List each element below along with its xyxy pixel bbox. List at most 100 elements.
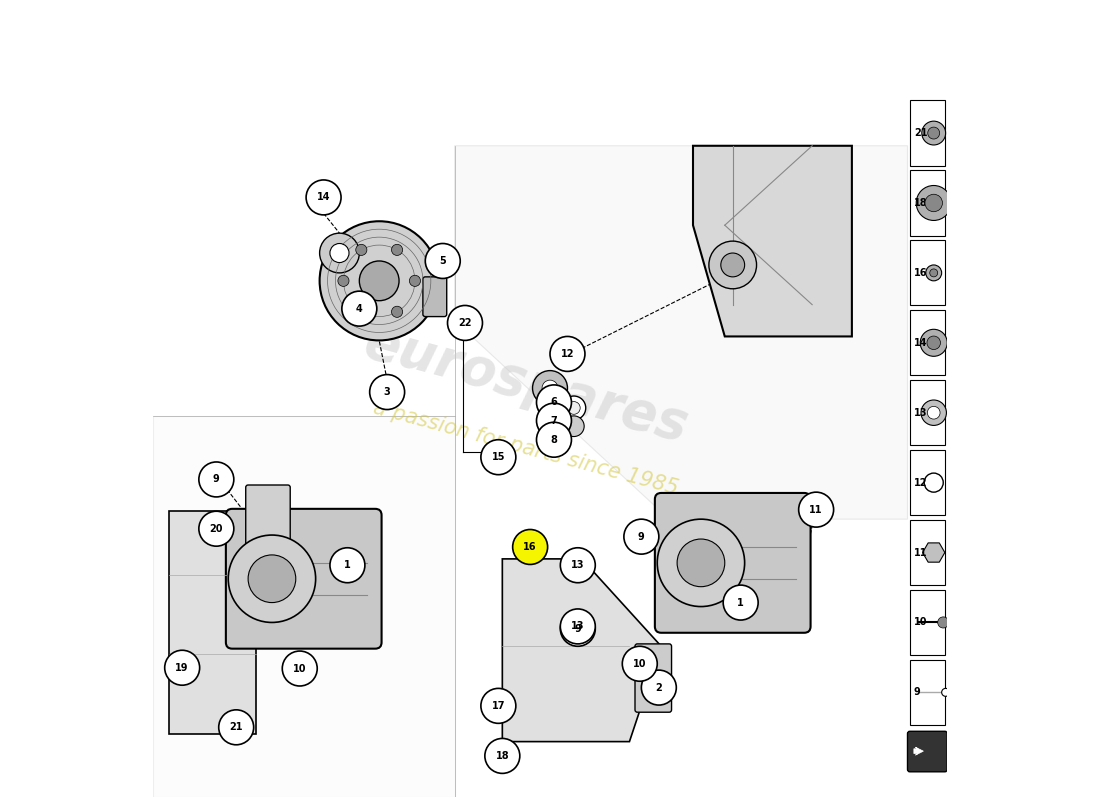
Text: 12: 12 — [561, 349, 574, 359]
Text: 13: 13 — [571, 622, 584, 631]
Text: 19: 19 — [175, 662, 189, 673]
Circle shape — [342, 291, 377, 326]
Text: 1: 1 — [344, 560, 351, 570]
Text: 8: 8 — [550, 434, 558, 445]
Circle shape — [448, 306, 483, 341]
Text: 11: 11 — [914, 547, 927, 558]
Circle shape — [942, 688, 949, 696]
Circle shape — [219, 710, 254, 745]
FancyBboxPatch shape — [908, 731, 947, 772]
Circle shape — [560, 548, 595, 582]
Circle shape — [426, 243, 460, 278]
Circle shape — [624, 519, 659, 554]
Text: eurospares: eurospares — [359, 316, 694, 452]
Circle shape — [562, 396, 586, 420]
Text: 5: 5 — [439, 256, 447, 266]
Circle shape — [563, 416, 584, 437]
Bar — [910, 170, 945, 235]
Circle shape — [641, 670, 676, 705]
Circle shape — [481, 440, 516, 474]
Circle shape — [708, 241, 757, 289]
Bar — [910, 450, 945, 515]
Circle shape — [927, 406, 940, 419]
Text: 13: 13 — [914, 408, 927, 418]
Circle shape — [568, 402, 580, 414]
Circle shape — [537, 385, 572, 420]
Circle shape — [924, 473, 944, 492]
Text: 9: 9 — [914, 687, 921, 698]
Circle shape — [249, 555, 296, 602]
Circle shape — [199, 511, 234, 546]
Circle shape — [537, 403, 572, 438]
Text: 18: 18 — [495, 751, 509, 761]
Text: 18: 18 — [914, 198, 927, 208]
Circle shape — [330, 548, 365, 582]
Bar — [910, 380, 945, 446]
Text: 16: 16 — [914, 268, 927, 278]
Bar — [910, 240, 945, 306]
Circle shape — [229, 535, 316, 622]
Circle shape — [199, 462, 234, 497]
Bar — [910, 520, 945, 585]
Text: 9: 9 — [638, 532, 645, 542]
Circle shape — [560, 609, 595, 644]
Circle shape — [925, 194, 943, 212]
Text: 13: 13 — [571, 560, 584, 570]
Text: 6: 6 — [551, 398, 558, 407]
Text: 16: 16 — [524, 542, 537, 552]
Circle shape — [330, 243, 349, 262]
Text: a passion for parts since 1985: a passion for parts since 1985 — [372, 398, 681, 498]
Circle shape — [320, 233, 360, 273]
Circle shape — [392, 306, 403, 318]
Circle shape — [922, 121, 946, 145]
Circle shape — [355, 306, 367, 318]
Text: 10: 10 — [914, 618, 927, 627]
Text: 10: 10 — [632, 658, 647, 669]
Text: 21: 21 — [914, 128, 927, 138]
FancyBboxPatch shape — [226, 509, 382, 649]
Circle shape — [360, 261, 399, 301]
Circle shape — [485, 738, 520, 774]
Circle shape — [537, 422, 572, 457]
Text: 4: 4 — [356, 304, 363, 314]
Text: 11: 11 — [810, 505, 823, 514]
Bar — [910, 590, 945, 655]
Text: 9: 9 — [574, 624, 581, 634]
Text: 1: 1 — [737, 598, 744, 607]
Text: 3: 3 — [384, 387, 390, 397]
Text: 14: 14 — [914, 338, 927, 348]
Bar — [910, 660, 945, 725]
FancyBboxPatch shape — [245, 485, 290, 562]
Circle shape — [927, 336, 940, 350]
Text: 21: 21 — [230, 722, 243, 732]
Bar — [910, 310, 945, 375]
Circle shape — [481, 688, 516, 723]
Circle shape — [927, 127, 939, 139]
Circle shape — [723, 585, 758, 620]
Circle shape — [320, 222, 439, 341]
Text: 145 02: 145 02 — [910, 777, 945, 786]
Polygon shape — [914, 747, 923, 755]
Polygon shape — [168, 511, 256, 734]
Circle shape — [926, 265, 942, 281]
Circle shape — [306, 180, 341, 215]
Text: 22: 22 — [459, 318, 472, 328]
Circle shape — [454, 320, 463, 330]
Circle shape — [720, 253, 745, 277]
Circle shape — [658, 519, 745, 606]
Circle shape — [355, 244, 367, 255]
Polygon shape — [923, 543, 945, 562]
Bar — [910, 101, 945, 166]
Text: 17: 17 — [492, 701, 505, 711]
FancyBboxPatch shape — [654, 493, 811, 633]
Circle shape — [532, 370, 568, 406]
Polygon shape — [454, 146, 908, 519]
Circle shape — [560, 611, 595, 646]
Circle shape — [930, 269, 937, 277]
Circle shape — [542, 380, 558, 396]
Circle shape — [799, 492, 834, 527]
Circle shape — [916, 186, 952, 221]
Text: 9: 9 — [213, 474, 220, 485]
Circle shape — [921, 330, 947, 356]
Polygon shape — [693, 146, 851, 337]
